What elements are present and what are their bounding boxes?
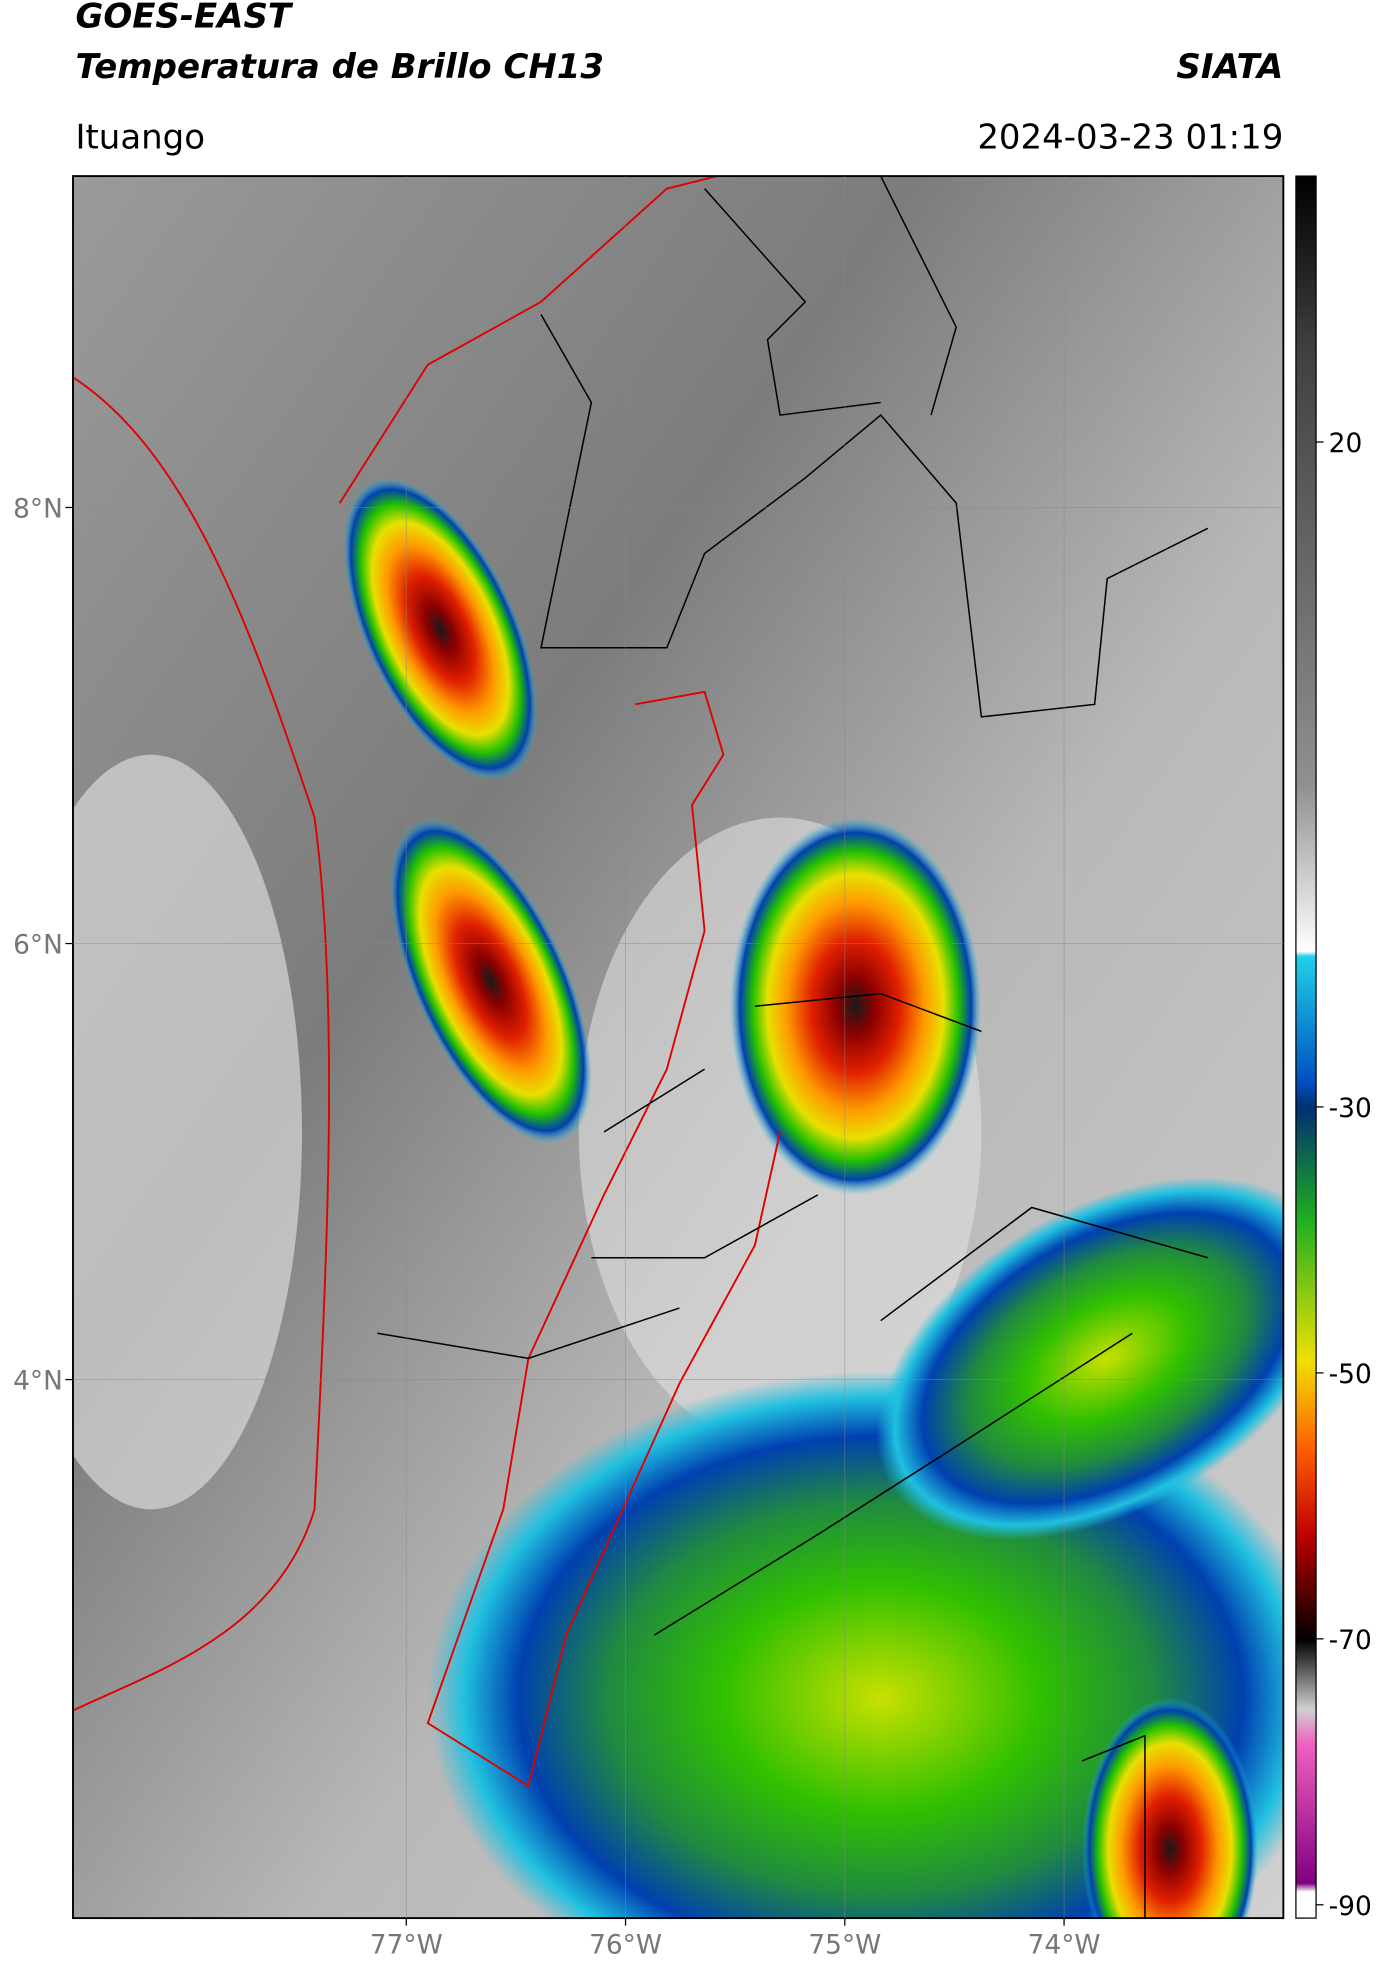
subtitle: Temperatura de Brillo CH13 bbox=[75, 47, 604, 87]
colorbar-label: -50 bbox=[1329, 1359, 1372, 1390]
map-frame bbox=[72, 175, 1285, 1920]
colorbar-label: -70 bbox=[1329, 1625, 1372, 1656]
x-tick-label: 74°W bbox=[1028, 1929, 1101, 1960]
colorbar-label: -30 bbox=[1329, 1093, 1372, 1124]
datetime: 2024-03-23 01:19 bbox=[977, 117, 1283, 157]
x-tick-label: 76°W bbox=[589, 1929, 662, 1960]
location: Ituango bbox=[75, 117, 205, 157]
x-tick-label: 75°W bbox=[808, 1929, 881, 1960]
colorbar-label: -90 bbox=[1329, 1891, 1372, 1922]
y-tick-label: 6°N bbox=[13, 930, 63, 961]
colorbar bbox=[1295, 175, 1317, 1919]
satellite-image bbox=[72, 176, 1284, 1919]
title: GOES-EAST bbox=[75, 0, 293, 37]
y-tick-label: 4°N bbox=[13, 1366, 63, 1397]
source: SIATA bbox=[1176, 47, 1283, 87]
colorbar-label: 20 bbox=[1329, 428, 1363, 459]
y-tick-label: 8°N bbox=[13, 494, 63, 525]
x-tick-label: 77°W bbox=[370, 1929, 443, 1960]
